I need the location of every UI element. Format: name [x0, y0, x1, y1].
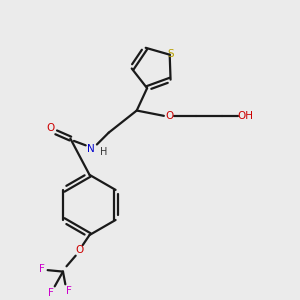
- Text: H: H: [100, 147, 107, 158]
- Text: F: F: [39, 264, 45, 274]
- Text: F: F: [48, 288, 54, 298]
- Text: O: O: [75, 245, 83, 255]
- Text: O: O: [46, 123, 54, 133]
- Text: F: F: [66, 286, 72, 296]
- Text: N: N: [87, 144, 95, 154]
- Text: OH: OH: [238, 111, 254, 122]
- Text: O: O: [165, 111, 173, 122]
- Text: S: S: [168, 49, 175, 59]
